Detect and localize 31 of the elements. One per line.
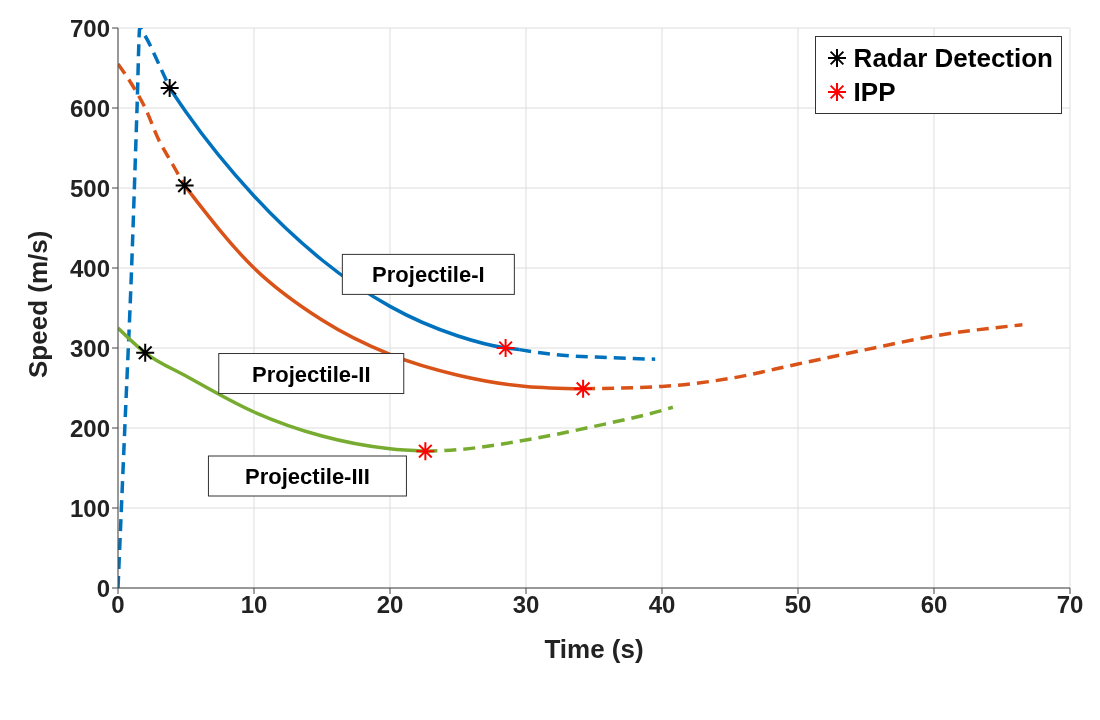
point xyxy=(135,342,156,363)
annotation: Projectile-III xyxy=(245,464,370,489)
x-tick-label: 60 xyxy=(920,591,948,619)
annotation: Projectile-II xyxy=(251,361,371,387)
x-tick-label: 70 xyxy=(1056,591,1084,619)
y-tick-label: 100 xyxy=(69,494,110,522)
x-tick-label: 40 xyxy=(648,591,676,619)
x-tick-label: 10 xyxy=(240,591,268,619)
x-tick-label: 30 xyxy=(512,591,540,619)
point xyxy=(573,378,594,399)
y-tick-label: 0 xyxy=(96,574,110,602)
point xyxy=(159,78,180,98)
y-tick-label: 500 xyxy=(69,174,110,202)
y-axis-title: Speed (m/s) xyxy=(23,230,54,378)
annotation: Projectile-I xyxy=(372,262,485,288)
text-box: Projectile-II xyxy=(218,353,405,394)
x-tick-label: 20 xyxy=(376,591,404,619)
x-axis-title: Time (s) xyxy=(544,634,644,664)
y-tick-label: 600 xyxy=(69,94,110,122)
y-tick-label: 300 xyxy=(69,334,110,362)
x-tick-label: 50 xyxy=(784,591,812,619)
y-tick-label: 700 xyxy=(69,14,110,42)
y-tick-label: 200 xyxy=(69,414,110,442)
point xyxy=(415,441,436,462)
legend-label: IPP xyxy=(853,76,896,109)
legend-label: Radar Detection xyxy=(853,42,1053,75)
text-box: Projectile-I xyxy=(341,253,515,295)
y-tick-label: 400 xyxy=(69,254,110,282)
point xyxy=(174,175,195,196)
text-box: Projectile-III xyxy=(207,455,407,497)
point xyxy=(495,338,516,358)
